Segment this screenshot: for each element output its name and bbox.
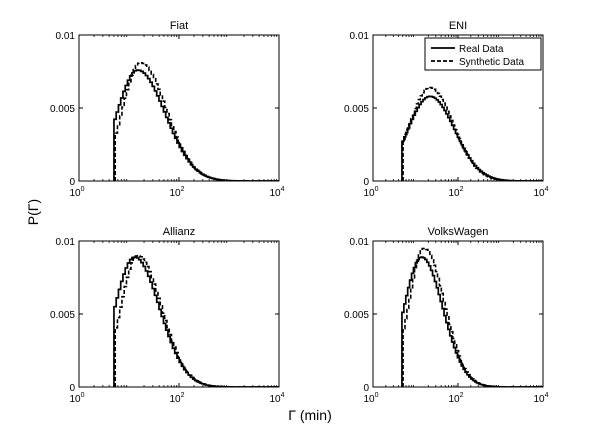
series-real-data <box>113 69 279 181</box>
x-tick-base: 10 <box>363 188 375 199</box>
legend: Real Data Synthetic Data <box>424 37 542 71</box>
series-synthetic-data <box>114 254 279 387</box>
axes-box <box>78 240 280 388</box>
axes-box <box>372 240 544 388</box>
x-tick-exponent: 0 <box>81 392 85 399</box>
x-tick-label: 102 <box>448 392 463 405</box>
x-tick-exponent: 4 <box>545 392 549 399</box>
series-real-data <box>401 95 543 181</box>
x-tick-label: 100 <box>69 392 84 405</box>
y-tick-label: 0.01 <box>350 31 370 42</box>
y-tick-label: 0.01 <box>56 31 76 42</box>
legend-label: Real Data <box>459 44 504 55</box>
series-synthetic-data <box>402 86 543 181</box>
x-tick-base: 10 <box>533 188 545 199</box>
series-real-data <box>401 256 543 387</box>
x-tick-label: 104 <box>533 392 548 405</box>
y-tick-label: 0 <box>69 177 75 188</box>
x-tick-exponent: 0 <box>375 392 379 399</box>
series-synthetic-data <box>114 61 279 181</box>
y-tick-label: 0.005 <box>344 310 369 321</box>
figure-x-label: Γ (min) <box>288 407 331 423</box>
x-tick-base: 10 <box>533 394 545 405</box>
x-tick-exponent: 2 <box>460 392 464 399</box>
y-tick-label: 0.005 <box>50 104 75 115</box>
y-tick-label: 0.005 <box>344 104 369 115</box>
x-tick-label: 100 <box>69 186 84 199</box>
panel-title: Fiat <box>170 20 188 32</box>
panel-title: Allianz <box>163 226 195 238</box>
y-tick-label: 0 <box>363 383 369 394</box>
x-tick-exponent: 4 <box>545 186 549 193</box>
x-tick-label: 102 <box>448 186 463 199</box>
x-tick-base: 10 <box>448 394 460 405</box>
x-tick-exponent: 2 <box>181 186 185 193</box>
x-tick-base: 10 <box>69 394 81 405</box>
x-tick-base: 10 <box>69 188 81 199</box>
legend-label: Synthetic Data <box>459 57 524 68</box>
x-tick-base: 10 <box>169 394 181 405</box>
x-tick-label: 102 <box>169 392 184 405</box>
legend-box <box>424 37 542 71</box>
x-tick-base: 10 <box>363 394 375 405</box>
y-tick-label: 0.005 <box>50 310 75 321</box>
x-tick-label: 104 <box>533 186 548 199</box>
x-tick-exponent: 0 <box>81 186 85 193</box>
series-synthetic-data <box>402 247 543 387</box>
panel-title: ENI <box>449 20 467 32</box>
x-tick-exponent: 4 <box>281 186 285 193</box>
panel-title: VolksWagen <box>428 226 489 238</box>
y-tick-label: 0.01 <box>350 237 370 248</box>
series-real-data <box>113 256 279 387</box>
x-tick-exponent: 2 <box>460 186 464 193</box>
x-tick-base: 10 <box>448 188 460 199</box>
x-tick-exponent: 4 <box>281 392 285 399</box>
x-tick-base: 10 <box>269 188 281 199</box>
y-tick-label: 0 <box>69 383 75 394</box>
x-tick-exponent: 2 <box>181 392 185 399</box>
x-tick-base: 10 <box>269 394 281 405</box>
x-tick-exponent: 0 <box>375 186 379 193</box>
x-tick-label: 104 <box>269 186 284 199</box>
x-tick-base: 10 <box>169 188 181 199</box>
y-tick-label: 0.01 <box>56 237 76 248</box>
x-tick-label: 102 <box>169 186 184 199</box>
x-tick-label: 104 <box>269 392 284 405</box>
x-tick-label: 100 <box>363 392 378 405</box>
x-tick-label: 100 <box>363 186 378 199</box>
axes-box <box>78 34 280 182</box>
figure-y-label: P(Γ) <box>25 199 41 225</box>
y-tick-label: 0 <box>363 177 369 188</box>
